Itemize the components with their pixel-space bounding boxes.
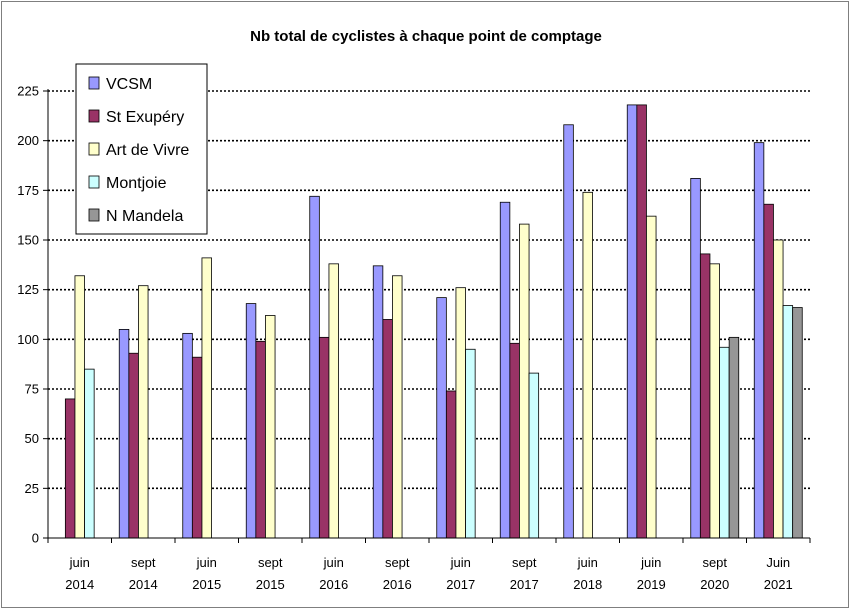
bar [382, 319, 393, 539]
y-tick-label: 125 [17, 282, 39, 297]
legend-swatch [88, 208, 100, 222]
bar [201, 257, 212, 539]
y-tick-label: 225 [17, 84, 39, 99]
x-tick-label: sept 2020 [700, 555, 729, 592]
bar [318, 336, 330, 539]
x-tick-label: sept 2014 [129, 555, 158, 592]
bar [690, 178, 701, 539]
legend-swatch [88, 109, 100, 123]
y-tick-label: 0 [32, 531, 39, 546]
bar [626, 104, 638, 539]
bar [763, 203, 774, 539]
bars [64, 104, 803, 539]
bar [753, 142, 765, 539]
bar [563, 124, 574, 539]
y-tick-label: 175 [17, 183, 39, 198]
bar [699, 253, 711, 539]
bar [782, 305, 794, 539]
bar [519, 223, 530, 539]
bar [182, 332, 193, 539]
bar [528, 372, 540, 539]
bar [74, 275, 85, 539]
bar [128, 352, 139, 539]
bar [728, 336, 740, 539]
legend-swatch [88, 175, 100, 189]
x-tick-label: sept 2017 [510, 555, 539, 592]
x-axis-ticks: juin 2014 sept 2014 juin 2015 sept 2015 juin 2016… [47, 538, 811, 592]
y-tick-label: 75 [25, 382, 39, 397]
bar [328, 263, 339, 539]
bar [309, 195, 320, 539]
legend-label: St Exupéry [106, 109, 184, 126]
bar [646, 215, 657, 539]
bar [455, 287, 466, 539]
y-tick-label: 100 [17, 332, 39, 347]
bar [719, 346, 730, 539]
bar [372, 265, 384, 539]
y-tick-label: 25 [25, 481, 39, 496]
bar [499, 201, 511, 539]
y-axis-ticks: 0 25 50 75 100 125 150 175 200 225 [17, 84, 48, 546]
y-tick-label: 150 [17, 233, 39, 248]
bar [265, 315, 276, 539]
chart-title: Nb total de cyclistes à chaque point de … [250, 28, 602, 45]
legend-swatch [88, 142, 100, 156]
legend-label: Art de Vivre [106, 142, 189, 159]
legend-label: N Mandela [106, 208, 183, 225]
x-tick-label: Juin 2021 [764, 555, 793, 592]
legend: VCSM St Exupéry Art de Vivre Montjoie N Mand… [75, 63, 208, 235]
bar [138, 285, 149, 539]
legend-label: Montjoie [106, 175, 167, 192]
x-tick-label: sept 2015 [256, 555, 285, 592]
y-tick-label: 200 [17, 133, 39, 148]
legend-swatch [88, 76, 100, 90]
bar [709, 263, 720, 539]
x-tick-label: juin 2018 [573, 555, 602, 592]
bar [445, 390, 457, 539]
bar [636, 104, 647, 539]
x-tick-label: sept 2016 [383, 555, 412, 592]
y-tick-label: 50 [25, 431, 39, 446]
bar [792, 307, 803, 539]
x-tick-label: juin 2014 [65, 555, 94, 592]
bar [582, 191, 593, 539]
bar [118, 328, 130, 539]
x-tick-label: juin 2019 [637, 555, 666, 592]
bar [392, 275, 403, 539]
x-tick-label: juin 2016 [319, 555, 348, 592]
bar [436, 297, 447, 539]
bar [64, 398, 76, 539]
bar [245, 303, 257, 539]
bar [191, 356, 203, 539]
bar [255, 340, 266, 539]
x-tick-label: juin 2015 [192, 555, 221, 592]
bar [773, 239, 784, 539]
bar [84, 368, 95, 539]
legend-label: VCSM [106, 76, 152, 93]
x-tick-label: juin 2017 [446, 555, 475, 592]
bar [465, 348, 476, 539]
gridlines [48, 90, 810, 490]
bar [509, 342, 520, 539]
